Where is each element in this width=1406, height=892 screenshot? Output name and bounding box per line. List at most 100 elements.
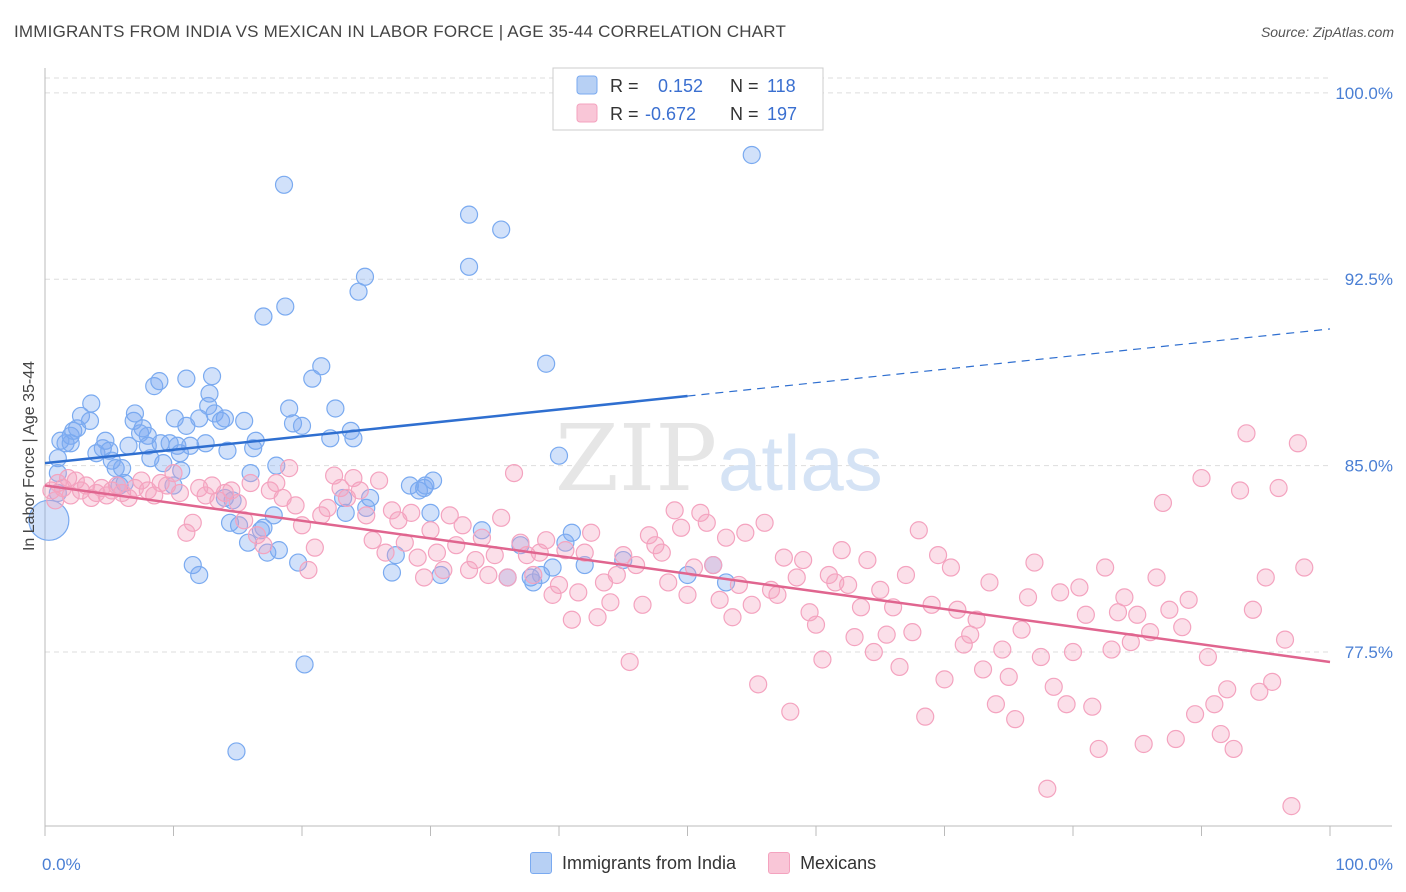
mexican-point-194 bbox=[1263, 672, 1282, 691]
bottom-legend-swatch-mexican bbox=[768, 852, 791, 874]
mexican-point-132 bbox=[864, 642, 883, 662]
mexican-point-192 bbox=[1250, 682, 1269, 701]
legend-swatch-india bbox=[576, 75, 598, 95]
trend-lines bbox=[44, 328, 1331, 664]
mexican-point-125 bbox=[819, 565, 838, 585]
mexican-point-47 bbox=[318, 498, 337, 517]
watermark: ZIP atlas bbox=[555, 405, 883, 512]
mexican-point-117 bbox=[768, 585, 787, 604]
mexican-point-94 bbox=[620, 652, 639, 672]
mexican-point-85 bbox=[562, 610, 581, 629]
legend-box: R = 0.152 N = 118 R = -0.672 N = 197 bbox=[552, 67, 824, 131]
india-point-0 bbox=[28, 499, 70, 541]
india-point-57 bbox=[227, 742, 246, 761]
watermark-zip: ZIP bbox=[555, 405, 717, 512]
india-point-31 bbox=[150, 372, 169, 391]
legend-n-label-india: N = bbox=[730, 76, 759, 96]
india-point-109 bbox=[562, 523, 581, 542]
mexican-point-108 bbox=[710, 590, 729, 609]
watermark-atlas: atlas bbox=[718, 419, 883, 507]
mexican-point-35 bbox=[241, 473, 260, 493]
india-trend-line bbox=[44, 394, 688, 465]
mexican-point-165 bbox=[1076, 605, 1095, 624]
mexican-point-142 bbox=[928, 546, 948, 565]
india-point-115 bbox=[742, 145, 761, 165]
mexican-point-92 bbox=[607, 565, 626, 585]
mexican-point-56 bbox=[376, 543, 395, 562]
legend-r-value-mexican: -0.672 bbox=[645, 104, 696, 124]
mexican-point-36 bbox=[247, 526, 267, 545]
legend-swatch-mexican bbox=[576, 103, 598, 123]
mexican-point-33 bbox=[228, 493, 247, 513]
mexican-point-129 bbox=[845, 628, 864, 647]
mexican-point-155 bbox=[1012, 620, 1031, 639]
mexican-point-84 bbox=[556, 541, 575, 560]
mexican-point-112 bbox=[736, 523, 755, 542]
mexican-point-23 bbox=[164, 463, 183, 483]
mexican-point-106 bbox=[697, 513, 716, 532]
mexican-point-178 bbox=[1160, 600, 1179, 619]
mexican-point-119 bbox=[781, 702, 800, 721]
india-point-50 bbox=[205, 404, 224, 423]
india-point-60 bbox=[241, 463, 260, 483]
mexican-point-18 bbox=[132, 471, 151, 490]
mexican-point-82 bbox=[543, 585, 562, 604]
mexican-point-75 bbox=[498, 568, 517, 587]
mexican-point-185 bbox=[1205, 695, 1224, 714]
mexican-point-152 bbox=[993, 640, 1012, 659]
mexican-point-42 bbox=[286, 496, 305, 515]
mexican-point-197 bbox=[1282, 797, 1301, 816]
mexican-point-161 bbox=[1051, 583, 1070, 602]
mexican-point-49 bbox=[331, 478, 350, 498]
mexican-point-131 bbox=[858, 550, 877, 570]
mexican-point-100 bbox=[659, 573, 678, 592]
mexican-point-91 bbox=[601, 593, 620, 612]
mexican-point-121 bbox=[794, 550, 813, 570]
mexican-point-150 bbox=[980, 573, 999, 592]
mexican-point-183 bbox=[1192, 468, 1211, 488]
mexican-point-102 bbox=[671, 518, 691, 537]
mexican-point-157 bbox=[1025, 553, 1044, 572]
bottom-legend-label-india: Immigrants from India bbox=[562, 852, 737, 873]
mexican-point-26 bbox=[183, 513, 202, 532]
mexican-point-105 bbox=[691, 503, 710, 522]
mexican-point-69 bbox=[459, 560, 479, 580]
mexican-point-136 bbox=[890, 657, 909, 677]
bottom-legend-swatch-india bbox=[530, 852, 552, 874]
legend-r-value-india: 0.152 bbox=[658, 76, 703, 96]
mexican-point-159 bbox=[1038, 779, 1057, 798]
mexican-point-54 bbox=[363, 531, 382, 550]
mexican-point-103 bbox=[678, 585, 697, 604]
mexican-point-70 bbox=[466, 550, 485, 570]
mexican-point-68 bbox=[453, 516, 472, 535]
mexican-point-180 bbox=[1173, 618, 1192, 637]
y-tick-label-2: 92.5% bbox=[1345, 270, 1393, 289]
mexican-point-133 bbox=[871, 580, 890, 600]
mexican-point-182 bbox=[1185, 705, 1205, 724]
mexican-point-169 bbox=[1102, 640, 1121, 659]
mexican-point-41 bbox=[280, 459, 299, 478]
india-trend-extension bbox=[687, 328, 1331, 397]
mexican-point-97 bbox=[639, 526, 659, 545]
mexican-point-113 bbox=[742, 595, 761, 614]
mexican-point-188 bbox=[1224, 739, 1243, 759]
mexican-point-96 bbox=[633, 595, 652, 614]
mexican-points bbox=[42, 424, 1314, 816]
india-point-64 bbox=[254, 307, 273, 326]
india-point-118 bbox=[543, 558, 562, 577]
india-point-69 bbox=[269, 541, 288, 560]
india-point-24 bbox=[125, 404, 145, 423]
mexican-point-146 bbox=[954, 635, 973, 654]
mexican-point-171 bbox=[1115, 588, 1134, 607]
mexican-point-60 bbox=[402, 503, 421, 522]
mexican-point-199 bbox=[1295, 558, 1314, 577]
india-point-11 bbox=[80, 411, 100, 431]
mexican-point-162 bbox=[1057, 695, 1076, 714]
tick-labels: 77.5% 85.0% 92.5% 100.0% 0.0% 100.0% bbox=[42, 84, 1393, 874]
india-point-117 bbox=[492, 220, 511, 239]
india-point-59 bbox=[235, 411, 254, 431]
mexican-point-89 bbox=[588, 608, 607, 627]
mexican-point-104 bbox=[684, 558, 704, 577]
mexican-point-158 bbox=[1031, 647, 1050, 667]
